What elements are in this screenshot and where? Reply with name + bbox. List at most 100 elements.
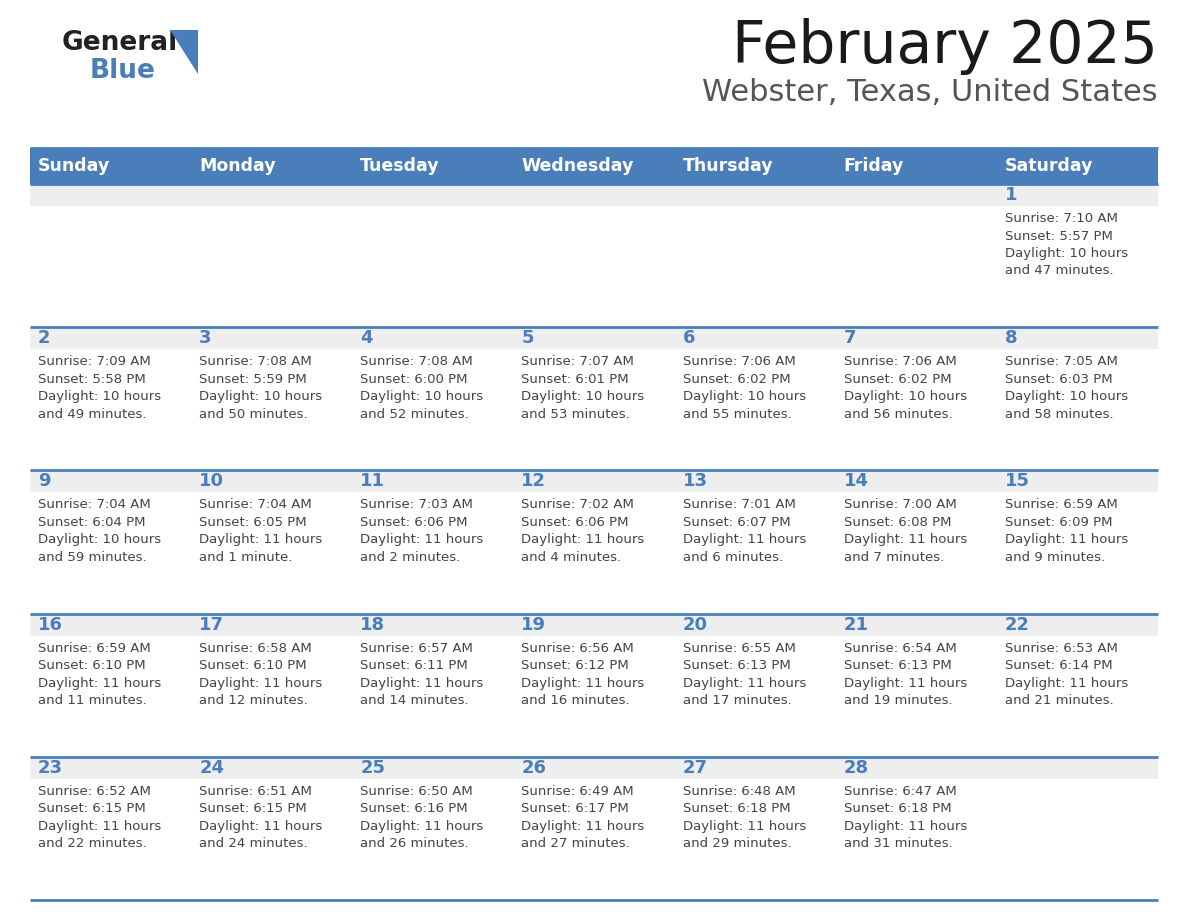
Text: 25: 25 bbox=[360, 759, 385, 777]
Bar bbox=[835, 756, 997, 900]
Bar bbox=[191, 327, 353, 470]
Bar bbox=[191, 184, 353, 327]
Text: 5: 5 bbox=[522, 330, 533, 347]
Bar bbox=[353, 184, 513, 327]
Bar bbox=[513, 184, 675, 327]
Text: 11: 11 bbox=[360, 473, 385, 490]
Bar bbox=[353, 756, 513, 900]
Bar bbox=[835, 184, 997, 206]
Bar bbox=[30, 756, 191, 900]
Bar bbox=[513, 756, 675, 778]
Text: 7: 7 bbox=[843, 330, 857, 347]
Text: Daylight: 10 hours: Daylight: 10 hours bbox=[522, 390, 645, 403]
Text: Sunset: 6:04 PM: Sunset: 6:04 PM bbox=[38, 516, 145, 529]
Bar bbox=[675, 148, 835, 184]
Bar bbox=[997, 470, 1158, 492]
Bar bbox=[353, 470, 513, 492]
Text: 28: 28 bbox=[843, 759, 868, 777]
Bar bbox=[835, 613, 997, 756]
Text: 19: 19 bbox=[522, 616, 546, 633]
Text: Friday: Friday bbox=[843, 157, 904, 175]
Text: and 14 minutes.: and 14 minutes. bbox=[360, 694, 469, 707]
Polygon shape bbox=[170, 30, 198, 74]
Bar bbox=[997, 184, 1158, 327]
Text: 18: 18 bbox=[360, 616, 385, 633]
Bar bbox=[191, 184, 353, 206]
Text: Sunrise: 6:59 AM: Sunrise: 6:59 AM bbox=[38, 642, 151, 655]
Bar bbox=[30, 327, 191, 349]
Text: Daylight: 11 hours: Daylight: 11 hours bbox=[683, 820, 805, 833]
Bar bbox=[191, 327, 353, 349]
Text: Sunset: 6:11 PM: Sunset: 6:11 PM bbox=[360, 659, 468, 672]
Text: Sunrise: 7:09 AM: Sunrise: 7:09 AM bbox=[38, 355, 151, 368]
Bar bbox=[191, 613, 353, 756]
Text: Blue: Blue bbox=[90, 58, 156, 84]
Text: 27: 27 bbox=[683, 759, 708, 777]
Text: Daylight: 11 hours: Daylight: 11 hours bbox=[843, 533, 967, 546]
Text: and 56 minutes.: and 56 minutes. bbox=[843, 408, 953, 420]
Text: and 1 minute.: and 1 minute. bbox=[200, 551, 292, 564]
Text: Sunset: 6:18 PM: Sunset: 6:18 PM bbox=[683, 802, 790, 815]
Bar bbox=[191, 756, 353, 900]
Text: Sunrise: 7:02 AM: Sunrise: 7:02 AM bbox=[522, 498, 634, 511]
Text: Sunset: 6:08 PM: Sunset: 6:08 PM bbox=[843, 516, 952, 529]
Text: Sunrise: 6:55 AM: Sunrise: 6:55 AM bbox=[683, 642, 796, 655]
Text: 2: 2 bbox=[38, 330, 51, 347]
Bar bbox=[675, 613, 835, 756]
Bar bbox=[997, 613, 1158, 756]
Text: and 29 minutes.: and 29 minutes. bbox=[683, 837, 791, 850]
Text: Wednesday: Wednesday bbox=[522, 157, 634, 175]
Text: and 31 minutes.: and 31 minutes. bbox=[843, 837, 953, 850]
Bar bbox=[353, 613, 513, 756]
Text: Sunrise: 7:04 AM: Sunrise: 7:04 AM bbox=[38, 498, 151, 511]
Text: Sunset: 6:13 PM: Sunset: 6:13 PM bbox=[843, 659, 952, 672]
Text: Sunrise: 7:10 AM: Sunrise: 7:10 AM bbox=[1005, 212, 1118, 225]
Text: Sunday: Sunday bbox=[38, 157, 110, 175]
Bar bbox=[513, 327, 675, 349]
Text: 14: 14 bbox=[843, 473, 868, 490]
Text: Sunrise: 7:06 AM: Sunrise: 7:06 AM bbox=[843, 355, 956, 368]
Text: and 27 minutes.: and 27 minutes. bbox=[522, 837, 630, 850]
Bar bbox=[191, 148, 353, 184]
Text: Sunset: 6:12 PM: Sunset: 6:12 PM bbox=[522, 659, 630, 672]
Text: Sunrise: 6:51 AM: Sunrise: 6:51 AM bbox=[200, 785, 312, 798]
Text: Sunset: 6:01 PM: Sunset: 6:01 PM bbox=[522, 373, 630, 386]
Bar bbox=[675, 327, 835, 470]
Text: Sunset: 5:57 PM: Sunset: 5:57 PM bbox=[1005, 230, 1113, 242]
Text: Daylight: 10 hours: Daylight: 10 hours bbox=[38, 390, 162, 403]
Bar bbox=[997, 327, 1158, 470]
Bar bbox=[513, 148, 675, 184]
Bar bbox=[513, 613, 675, 756]
Text: Sunset: 6:02 PM: Sunset: 6:02 PM bbox=[843, 373, 952, 386]
Text: 8: 8 bbox=[1005, 330, 1017, 347]
Bar bbox=[353, 148, 513, 184]
Text: 3: 3 bbox=[200, 330, 211, 347]
Text: 10: 10 bbox=[200, 473, 225, 490]
Text: General: General bbox=[62, 30, 178, 56]
Bar bbox=[513, 613, 675, 635]
Text: Daylight: 10 hours: Daylight: 10 hours bbox=[1005, 247, 1127, 260]
Bar bbox=[353, 327, 513, 349]
Text: Sunset: 6:03 PM: Sunset: 6:03 PM bbox=[1005, 373, 1112, 386]
Bar bbox=[835, 327, 997, 470]
Text: Daylight: 11 hours: Daylight: 11 hours bbox=[200, 820, 322, 833]
Bar bbox=[835, 470, 997, 492]
Text: and 21 minutes.: and 21 minutes. bbox=[1005, 694, 1113, 707]
Text: Daylight: 11 hours: Daylight: 11 hours bbox=[522, 820, 645, 833]
Text: 9: 9 bbox=[38, 473, 51, 490]
Text: Sunset: 6:00 PM: Sunset: 6:00 PM bbox=[360, 373, 468, 386]
Text: Daylight: 11 hours: Daylight: 11 hours bbox=[38, 820, 162, 833]
Text: Sunrise: 6:54 AM: Sunrise: 6:54 AM bbox=[843, 642, 956, 655]
Text: Tuesday: Tuesday bbox=[360, 157, 440, 175]
Bar bbox=[513, 470, 675, 613]
Text: Sunrise: 6:49 AM: Sunrise: 6:49 AM bbox=[522, 785, 634, 798]
Bar bbox=[30, 327, 191, 470]
Text: 15: 15 bbox=[1005, 473, 1030, 490]
Bar bbox=[30, 148, 191, 184]
Bar bbox=[835, 184, 997, 327]
Text: 20: 20 bbox=[683, 616, 708, 633]
Text: and 52 minutes.: and 52 minutes. bbox=[360, 408, 469, 420]
Text: Sunrise: 7:08 AM: Sunrise: 7:08 AM bbox=[200, 355, 312, 368]
Text: Sunrise: 6:50 AM: Sunrise: 6:50 AM bbox=[360, 785, 473, 798]
Bar bbox=[191, 756, 353, 778]
